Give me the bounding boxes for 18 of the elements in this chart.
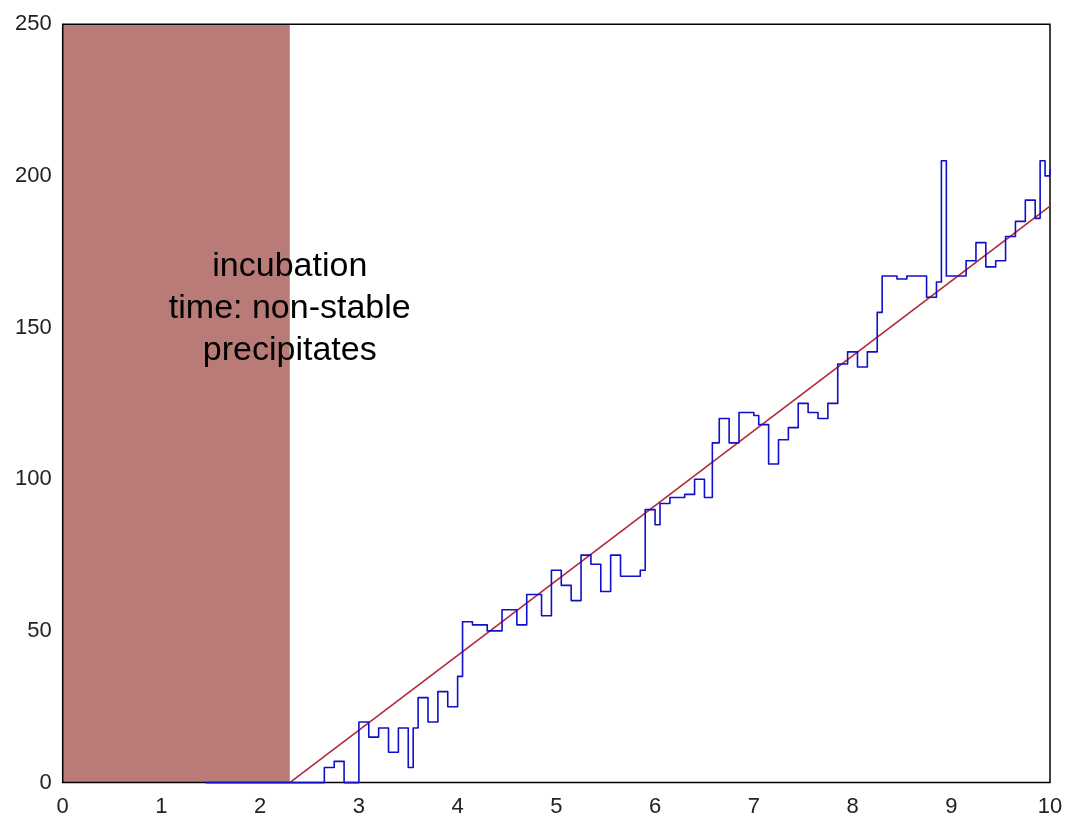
y-tick-label: 250 bbox=[14, 10, 52, 36]
band-label: incubation time: non-stable precipitates bbox=[168, 244, 411, 367]
x-tick-label: 3 bbox=[352, 792, 366, 818]
x-tick-label: 6 bbox=[648, 792, 662, 818]
x-tick-label: 2 bbox=[254, 792, 267, 818]
x-tick-label: 10 bbox=[1037, 792, 1063, 818]
y-tick-label: 150 bbox=[14, 313, 52, 339]
y-tick-label: 200 bbox=[14, 161, 52, 187]
x-tick-label: 8 bbox=[846, 792, 859, 818]
y-tick-label: 50 bbox=[27, 616, 52, 642]
x-tick-label: 5 bbox=[550, 792, 563, 818]
y-tick-label: 100 bbox=[14, 465, 52, 491]
x-tick-label: 4 bbox=[451, 792, 464, 818]
x-tick-label: 7 bbox=[747, 792, 760, 818]
y-tick-label: 0 bbox=[39, 768, 52, 794]
x-tick-label: 1 bbox=[155, 792, 168, 818]
x-tick-label: 9 bbox=[945, 792, 958, 818]
x-tick-label: 0 bbox=[56, 792, 69, 818]
